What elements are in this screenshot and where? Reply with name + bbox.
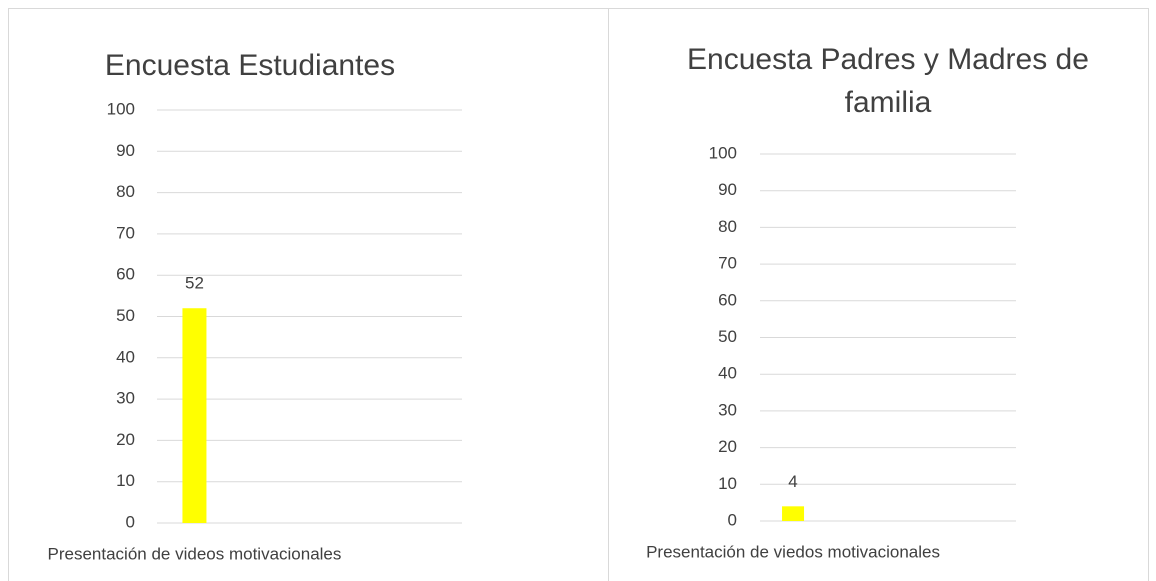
y-tick-label: 30	[116, 389, 135, 408]
chart-title: Encuesta Estudiantes	[104, 49, 396, 82]
y-tick-label: 60	[718, 290, 737, 309]
y-tick-label: 0	[728, 510, 737, 529]
y-tick-label: 70	[718, 254, 737, 273]
y-tick-label: 10	[718, 474, 737, 493]
y-tick-label: 90	[116, 141, 135, 160]
y-tick-label: 0	[126, 512, 135, 531]
y-tick-label: 100	[709, 143, 737, 162]
y-tick-label: 10	[116, 471, 135, 490]
y-tick-label: 50	[116, 306, 135, 325]
y-tick-label: 40	[116, 347, 135, 366]
y-tick-label: 80	[116, 182, 135, 201]
y-tick-label: 90	[718, 180, 737, 199]
y-tick-label: 30	[718, 400, 737, 419]
y-tick-label: 50	[718, 327, 737, 346]
data-label: 52	[185, 274, 204, 293]
y-tick-label: 60	[116, 265, 135, 284]
y-tick-label: 20	[718, 437, 737, 456]
y-tick-label: 20	[116, 430, 135, 449]
x-tick-label: Presentación de videos motivacionales	[48, 544, 342, 563]
y-tick-label: 100	[107, 99, 135, 118]
panel-frame	[608, 8, 1149, 581]
y-tick-label: 80	[718, 217, 737, 236]
bar	[782, 506, 805, 521]
x-tick-label: Presentación de viedos motivacionales	[646, 542, 940, 561]
chart-title: Encuesta Padres y Madres de familia	[687, 43, 1089, 119]
panel-frame	[8, 8, 609, 581]
data-label: 4	[788, 472, 797, 491]
y-tick-label: 70	[116, 223, 135, 242]
y-tick-label: 40	[718, 364, 737, 383]
bar	[182, 308, 207, 523]
